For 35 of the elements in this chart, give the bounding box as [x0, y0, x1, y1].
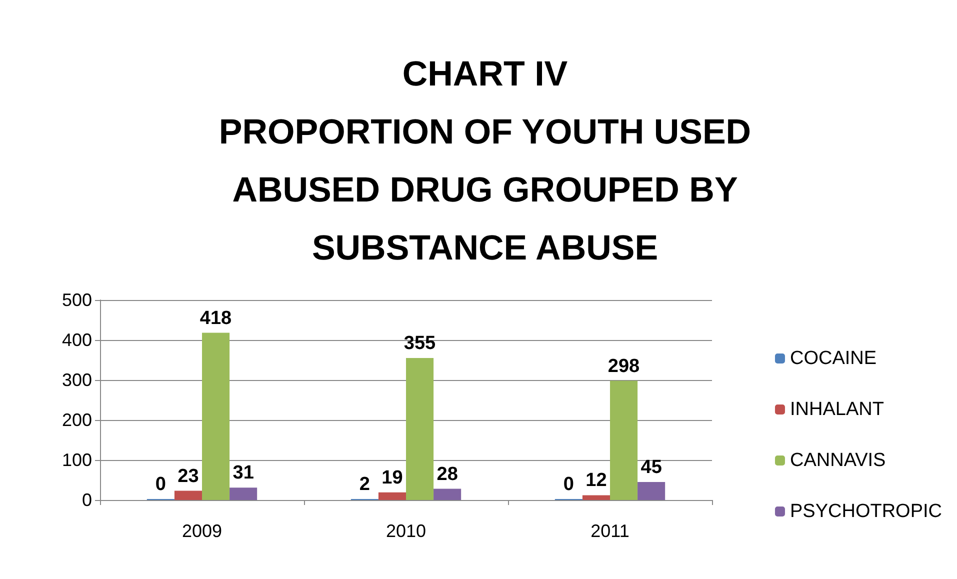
legend-label: PSYCHOTROPIC	[790, 501, 942, 522]
legend-label: INHALANT	[790, 399, 884, 420]
y-tick-label: 200	[62, 410, 92, 430]
bar	[230, 488, 258, 500]
bar	[406, 358, 434, 500]
data-label: 31	[232, 462, 254, 484]
data-label: 0	[563, 474, 574, 495]
y-tick-label: 500	[62, 290, 92, 310]
data-label: 298	[608, 356, 640, 377]
bar	[378, 492, 406, 500]
data-label: 418	[200, 308, 232, 329]
bar	[610, 380, 638, 500]
data-label: 2	[359, 474, 370, 495]
data-label: 355	[404, 333, 436, 354]
chart-title: CHART IV PROPORTION OF YOUTH USED ABUSED DRUG GROUPED BY SUBSTANCE ABUSE	[218, 54, 752, 268]
x-tick-label: 2009	[182, 521, 222, 541]
x-tick-label: 2011	[590, 521, 630, 541]
y-tick-label: 300	[62, 370, 92, 390]
data-label: 12	[586, 470, 607, 492]
data-label: 45	[640, 457, 662, 478]
bar	[174, 490, 202, 500]
legend-label: CANNAVIS	[790, 450, 886, 471]
bar	[434, 488, 462, 500]
y-tick-label: 0	[82, 490, 92, 510]
data-label: 0	[155, 474, 166, 495]
y-tick-label: 100	[62, 450, 92, 470]
x-tick-label: 2010	[386, 521, 426, 541]
data-label: 28	[436, 464, 458, 485]
legend-label: COCAINE	[790, 348, 877, 369]
bar	[202, 332, 230, 500]
data-label: 19	[382, 467, 403, 488]
bar	[582, 495, 610, 500]
bar	[638, 482, 666, 500]
y-tick-label: 400	[62, 330, 92, 350]
data-label: 23	[178, 466, 199, 487]
